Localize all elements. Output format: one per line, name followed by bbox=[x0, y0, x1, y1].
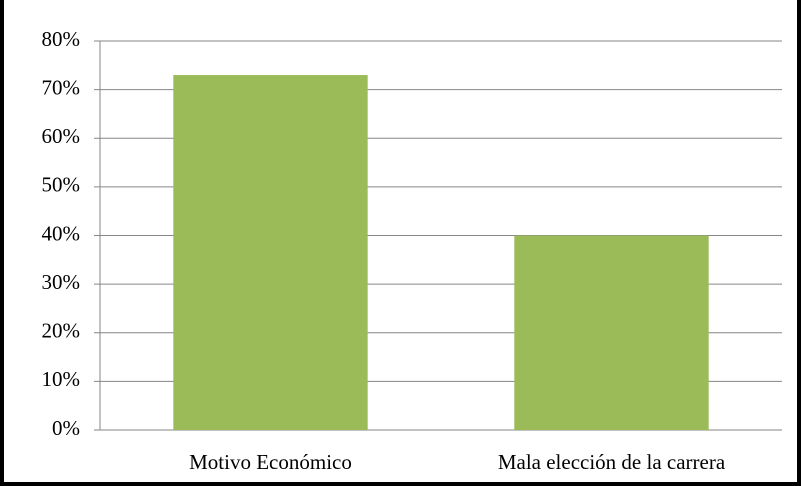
bar bbox=[514, 235, 709, 430]
y-tick-label: 40% bbox=[42, 221, 81, 245]
bar bbox=[173, 75, 368, 430]
y-tick-label: 80% bbox=[42, 27, 81, 51]
y-tick-label: 10% bbox=[42, 367, 81, 391]
y-tick-label: 70% bbox=[42, 75, 81, 99]
y-tick-label: 50% bbox=[42, 173, 81, 197]
y-tick-label: 60% bbox=[42, 124, 81, 148]
x-tick-label: Motivo Económico bbox=[189, 450, 352, 474]
y-tick-label: 0% bbox=[52, 416, 80, 440]
x-tick-label: Mala elección de la carrera bbox=[498, 450, 726, 474]
y-tick-label: 30% bbox=[42, 270, 81, 294]
y-tick-label: 20% bbox=[42, 319, 81, 343]
